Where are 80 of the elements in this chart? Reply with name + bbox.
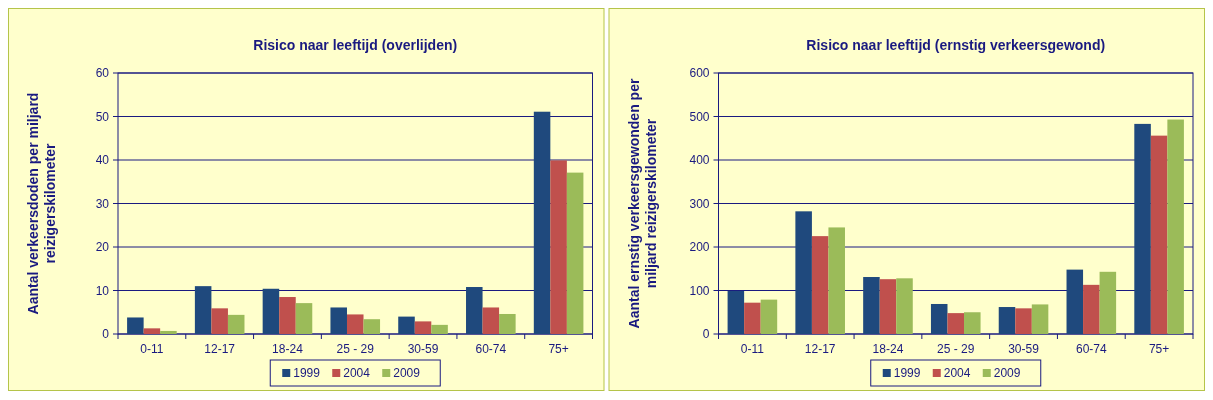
legend-label: 2004 [943, 366, 971, 381]
bar [964, 312, 981, 334]
bar [727, 290, 745, 334]
bar [550, 160, 567, 334]
bar [1066, 269, 1084, 334]
bar [160, 330, 177, 334]
bar [566, 172, 584, 334]
y-tick-label: 400 [689, 153, 710, 168]
y-tick-label: 50 [95, 109, 110, 124]
bar [431, 324, 448, 334]
x-tick-label: 18-24 [872, 342, 904, 356]
y-tick-label: 0 [102, 327, 110, 342]
y-tick-label: 300 [689, 196, 710, 211]
x-tick-label: 30-59 [1008, 342, 1040, 356]
bar [127, 317, 144, 334]
bar [227, 314, 245, 334]
y-tick-label: 40 [95, 153, 110, 168]
y-tick-label: 200 [689, 240, 710, 255]
bar [414, 321, 432, 334]
bar [879, 279, 897, 334]
bar [1099, 271, 1117, 334]
bar [194, 286, 212, 334]
x-tick-label: 12-17 [804, 342, 836, 356]
bar [262, 288, 280, 334]
bar [744, 302, 761, 334]
x-tick-label: 75+ [1148, 342, 1170, 356]
bar [863, 277, 880, 334]
x-tick-label: 60-74 [1075, 342, 1107, 356]
x-tick-label: 18-24 [272, 342, 304, 356]
chart-title: Risico naar leeftijd (ernstig verkeersgewond) [806, 37, 1106, 53]
bar [998, 307, 1016, 334]
bar [295, 303, 313, 334]
y-tick-label: 20 [95, 240, 110, 255]
y-tick-label: 0 [702, 327, 710, 342]
bar [279, 297, 296, 334]
bar [346, 314, 364, 334]
bar [363, 319, 381, 334]
x-tick-label: 0-11 [140, 342, 164, 356]
bar [466, 287, 483, 334]
bar [1031, 304, 1049, 334]
y-tick-label: 30 [95, 196, 110, 211]
bar [533, 111, 551, 334]
x-tick-label: 75+ [548, 342, 569, 356]
y-tick-label: 600 [689, 66, 710, 81]
bar [1083, 284, 1100, 334]
bar [1134, 123, 1151, 334]
bar [1167, 119, 1184, 334]
y-tick-label: 100 [689, 283, 710, 298]
y-tick-label: 500 [689, 109, 710, 124]
legend-label: 2009 [993, 366, 1021, 381]
y-tick-label: 10 [95, 283, 110, 298]
bar [930, 303, 948, 334]
bar [1150, 135, 1168, 334]
bar [1015, 308, 1032, 334]
bar [211, 308, 228, 334]
x-tick-label: 60-74 [475, 342, 507, 356]
y-axis-title: Aantal ernstig verkeersgewonden per miljard reizigerskilometer [625, 78, 659, 329]
bar [811, 236, 829, 334]
bar [499, 313, 516, 334]
bar [482, 307, 500, 334]
x-tick-label: 25 - 29 [336, 342, 375, 356]
bar [143, 328, 161, 334]
bar [330, 307, 347, 334]
legend-label: 1999 [893, 366, 921, 381]
bar [398, 316, 415, 334]
chart-title: Risico naar leeftijd (overlijden) [253, 37, 458, 53]
legend-label: 2004 [343, 366, 371, 381]
y-tick-label: 60 [95, 66, 110, 81]
x-tick-label: 0-11 [740, 342, 765, 356]
x-tick-label: 30-59 [407, 342, 439, 356]
y-axis-title: Aantal verkeersdoden per miljard reizigerskilometer [25, 92, 58, 315]
bar [896, 278, 913, 334]
bar [947, 313, 965, 334]
bar [828, 227, 845, 334]
bar [760, 299, 778, 334]
x-tick-label: 25 - 29 [937, 342, 975, 356]
legend-label: 1999 [293, 366, 321, 381]
bar [795, 211, 812, 334]
legend-label: 2009 [393, 366, 421, 381]
x-tick-label: 12-17 [204, 342, 236, 356]
